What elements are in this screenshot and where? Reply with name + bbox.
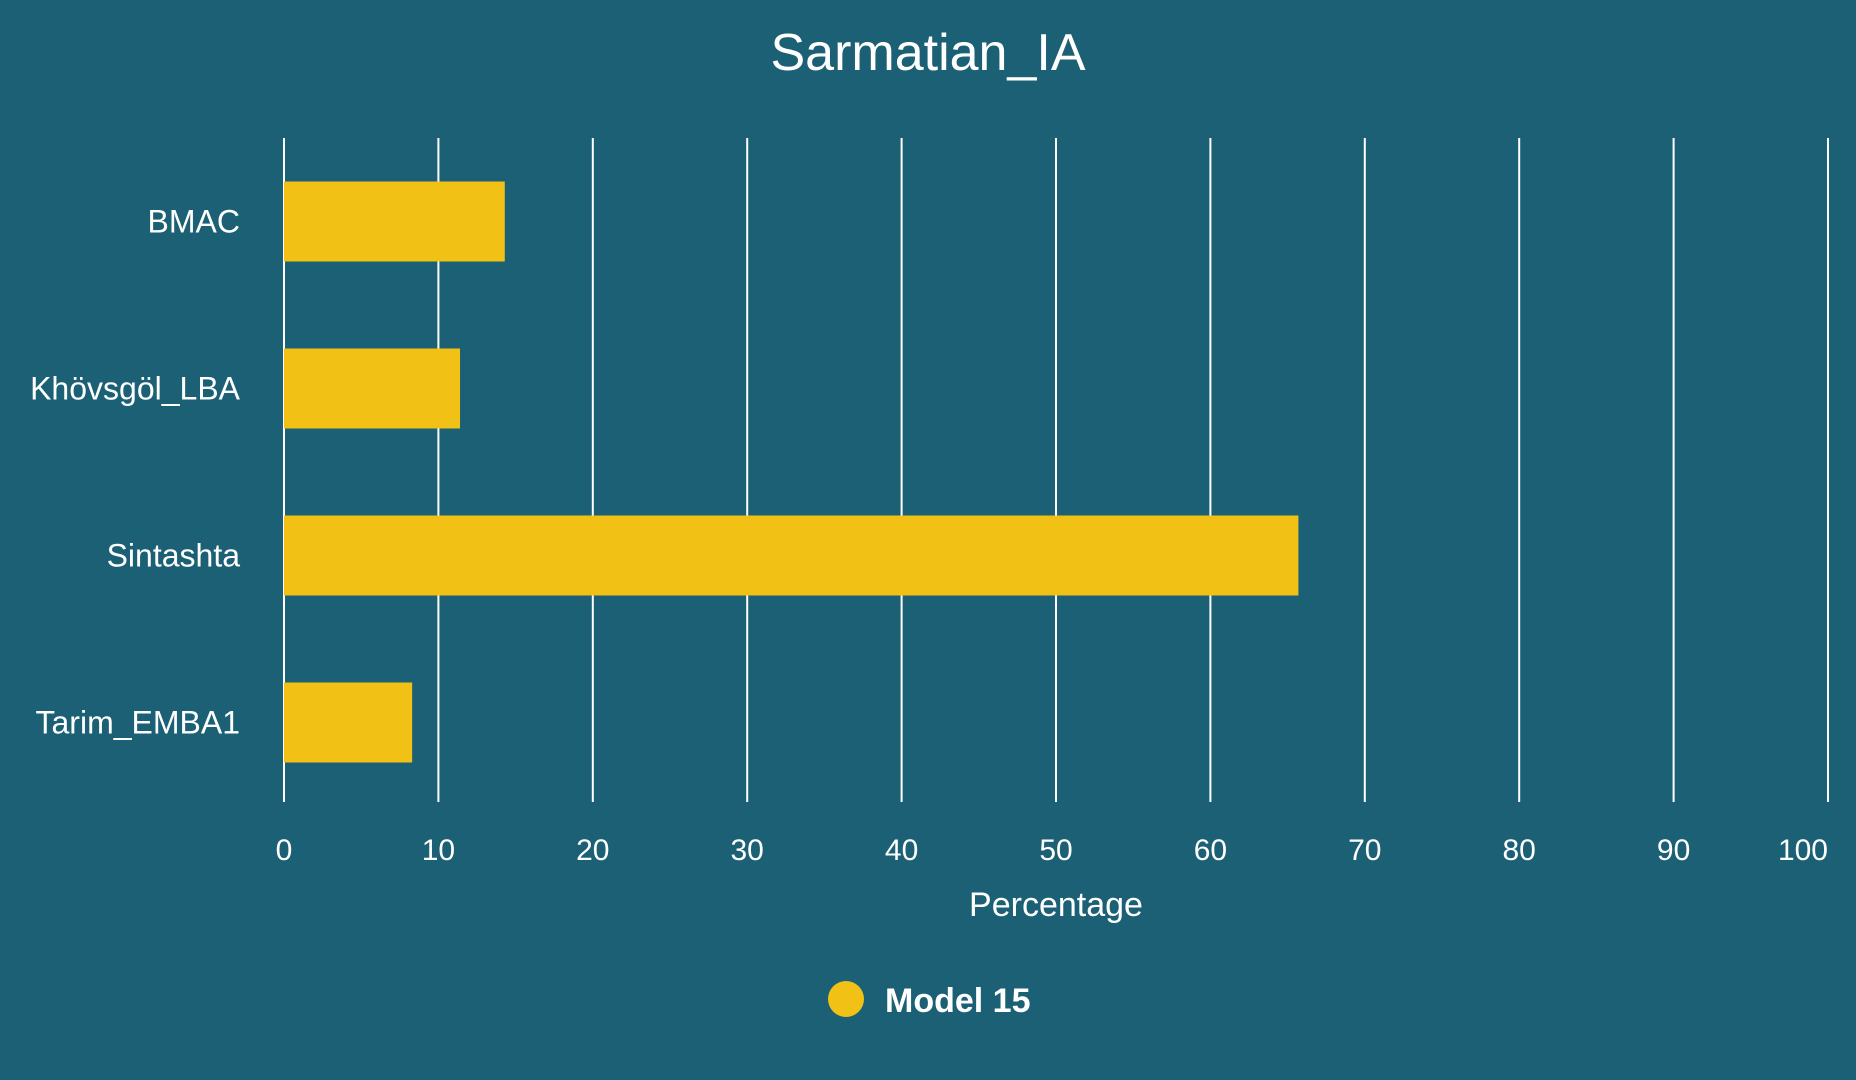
x-tick-label-10: 10 [422,834,455,867]
x-tick-label-70: 70 [1348,834,1381,867]
bar-tarim-emba1[interactable] [284,682,413,763]
bar-kh-vsg-l-lba[interactable] [284,348,461,429]
legend-swatch [828,981,864,1017]
x-axis-title: Percentage [969,886,1143,924]
x-tick-label-40: 40 [885,834,918,867]
category-label-sintashta: Sintashta [107,538,241,574]
category-label-kh-vsg-l-lba: Khövsgöl_LBA [30,371,241,407]
bar-sintashta[interactable] [284,515,1299,596]
category-label-bmac: BMAC [148,204,240,240]
x-tick-label-100: 100 [1778,834,1828,867]
chart-title: Sarmatian_IA [770,24,1085,82]
bar-bmac[interactable] [284,181,505,262]
x-tick-label-20: 20 [576,834,609,867]
legend[interactable]: Model 15 [828,981,1030,1020]
x-tick-label-90: 90 [1657,834,1690,867]
x-tick-label-80: 80 [1503,834,1536,867]
category-label-tarim-emba1: Tarim_EMBA1 [36,705,241,741]
x-tick-label-50: 50 [1039,834,1072,867]
category-labels: BMAC Khövsgöl_LBA Sintashta Tarim_EMBA1 [30,204,241,741]
legend-label-model-15: Model 15 [885,982,1030,1020]
bars [284,181,1299,763]
x-tick-label-0: 0 [276,834,293,867]
x-tick-labels: 0 10 20 30 40 50 60 70 80 90 100 [276,834,1828,867]
gridlines [283,138,1829,802]
x-tick-label-30: 30 [731,834,764,867]
x-tick-label-60: 60 [1194,834,1227,867]
